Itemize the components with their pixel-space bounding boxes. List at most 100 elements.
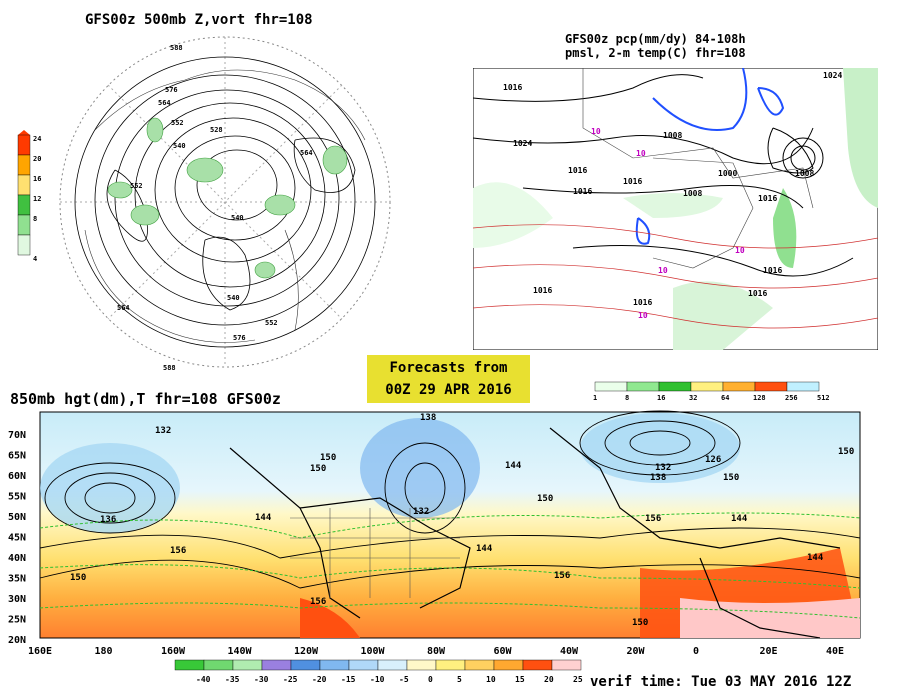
contour-label: 540 bbox=[173, 142, 186, 150]
pcp-title-line2: pmsl, 2-m temp(C) fhr=108 bbox=[565, 46, 746, 60]
height-contours bbox=[74, 56, 376, 348]
lon-label: 20W bbox=[627, 646, 646, 657]
contour-label: 552 bbox=[171, 119, 184, 127]
contour-label: 150 bbox=[632, 618, 648, 628]
colorbar-label: 1 bbox=[593, 394, 597, 402]
colorbar-label: 5 bbox=[457, 675, 462, 684]
colorbar-swatch bbox=[348, 659, 379, 671]
contour-label: 10 bbox=[638, 311, 648, 320]
colorbar-label: 12 bbox=[33, 195, 41, 203]
colorbar-swatch bbox=[232, 659, 263, 671]
contour-label: 588 bbox=[163, 364, 176, 372]
hgt850-contour-labels: 132 136 156 150 144 150 138 132 144 150 … bbox=[70, 413, 854, 628]
contour-label: 540 bbox=[227, 294, 240, 302]
contour-label: 150 bbox=[723, 473, 739, 483]
colorbar-swatch bbox=[658, 381, 692, 392]
colorbar-swatch bbox=[786, 381, 820, 392]
contour-label: 1016 bbox=[633, 298, 652, 307]
lon-label: 80W bbox=[427, 646, 446, 657]
contour-label: 138 bbox=[420, 413, 436, 423]
lon-label: 160E bbox=[28, 646, 52, 657]
contour-label: 10 bbox=[735, 246, 745, 255]
height-contours bbox=[39, 410, 861, 589]
contour-label: 156 bbox=[554, 571, 570, 581]
contour-label: 144 bbox=[505, 461, 522, 471]
colorbar-swatch bbox=[377, 659, 408, 671]
z500-contour-labels: 588 576 564 552 540 528 540 552 564 576 … bbox=[117, 44, 313, 372]
contour-label: 1008 bbox=[795, 169, 814, 178]
z500-title: GFS00z 500mb Z,vort fhr=108 bbox=[85, 12, 313, 28]
colorbar-swatch bbox=[17, 214, 31, 236]
contour-label: 564 bbox=[158, 99, 171, 107]
contour-label: 1016 bbox=[533, 286, 552, 295]
contour-label: 156 bbox=[170, 546, 186, 556]
state-borders bbox=[290, 508, 460, 598]
colorbar-swatch bbox=[594, 381, 628, 392]
colorbar-swatch bbox=[722, 381, 756, 392]
coastlines bbox=[229, 427, 841, 639]
contour-label: 1016 bbox=[758, 194, 777, 203]
contour-label: 1016 bbox=[748, 289, 767, 298]
colorbar-label: -20 bbox=[312, 675, 327, 684]
vorticity-shading bbox=[107, 117, 348, 279]
lon-label: 40E bbox=[826, 646, 844, 657]
contour-label: 144 bbox=[255, 513, 272, 523]
contour-label: 132 bbox=[155, 426, 171, 436]
colorbar-label: 16 bbox=[657, 394, 665, 402]
contour-label: 138 bbox=[650, 473, 666, 483]
hgt850-map: 132 136 156 150 144 150 138 132 144 150 … bbox=[8, 410, 861, 657]
colorbar-swatch bbox=[203, 659, 234, 671]
contour-label: 132 bbox=[413, 507, 429, 517]
contour-label: 144 bbox=[731, 514, 748, 524]
pcp-title: GFS00z pcp(mm/dy) 84-108h pmsl, 2-m temp… bbox=[565, 32, 746, 60]
colorbar-swatch bbox=[464, 659, 495, 671]
colorbar-label: 8 bbox=[625, 394, 629, 402]
lon-label: 0 bbox=[693, 646, 699, 657]
lat-label: 40N bbox=[8, 553, 26, 564]
colorbar-label: 4 bbox=[33, 255, 37, 263]
contour-label: 576 bbox=[165, 86, 178, 94]
colorbar-swatch bbox=[17, 154, 31, 176]
pmsl-isobars bbox=[473, 74, 854, 277]
pmsl-contour-labels: 1016 1024 1016 1008 1016 1000 1008 1016 … bbox=[503, 71, 842, 320]
contour-label: 552 bbox=[130, 182, 143, 190]
contour-label: 144 bbox=[807, 553, 824, 563]
colorbar-label: 24 bbox=[33, 135, 41, 143]
lat-label: 55N bbox=[8, 492, 26, 503]
forecast-line1: Forecasts from bbox=[389, 360, 508, 376]
contour-label: 126 bbox=[705, 455, 721, 465]
contour-label: 150 bbox=[70, 573, 86, 583]
colorbar-swatch bbox=[690, 381, 724, 392]
forecast-line2: 00Z 29 APR 2016 bbox=[385, 382, 512, 398]
contour-label: 150 bbox=[537, 494, 553, 504]
colorbar-label: 0 bbox=[428, 675, 433, 684]
colorbar-label: -10 bbox=[370, 675, 385, 684]
colorbar-label: 32 bbox=[689, 394, 697, 402]
colorbar-label: -40 bbox=[196, 675, 211, 684]
contour-label: 1024 bbox=[513, 139, 532, 148]
temp-contours bbox=[473, 224, 878, 329]
contour-label: 10 bbox=[636, 149, 646, 158]
lat-label: 35N bbox=[8, 574, 26, 585]
lon-label: 40W bbox=[560, 646, 579, 657]
colorbar-swatch bbox=[17, 134, 31, 156]
contour-label: 552 bbox=[265, 319, 278, 327]
contour-label: 132 bbox=[655, 463, 671, 473]
contour-label: 528 bbox=[210, 126, 223, 134]
colorbar-swatch bbox=[174, 659, 205, 671]
colorbar-swatch bbox=[290, 659, 321, 671]
blue-temp-contours bbox=[635, 68, 785, 245]
colorbar-swatch bbox=[493, 659, 524, 671]
z500-polar-map: 588 576 564 552 540 528 540 552 564 576 … bbox=[59, 36, 391, 372]
lat-label: 20N bbox=[8, 635, 26, 646]
contour-label: 10 bbox=[591, 127, 601, 136]
contour-label: 1008 bbox=[663, 131, 682, 140]
hgt850-title: 850mb hgt(dm),T fhr=108 GFS00z bbox=[10, 390, 281, 408]
contour-label: 1024 bbox=[823, 71, 842, 80]
lat-label: 60N bbox=[8, 471, 26, 482]
lat-label: 45N bbox=[8, 533, 26, 544]
colorbar-swatch bbox=[435, 659, 466, 671]
colorbar-label: 15 bbox=[515, 675, 525, 684]
contour-label: 1016 bbox=[623, 177, 642, 186]
colorbar-label: 128 bbox=[753, 394, 766, 402]
